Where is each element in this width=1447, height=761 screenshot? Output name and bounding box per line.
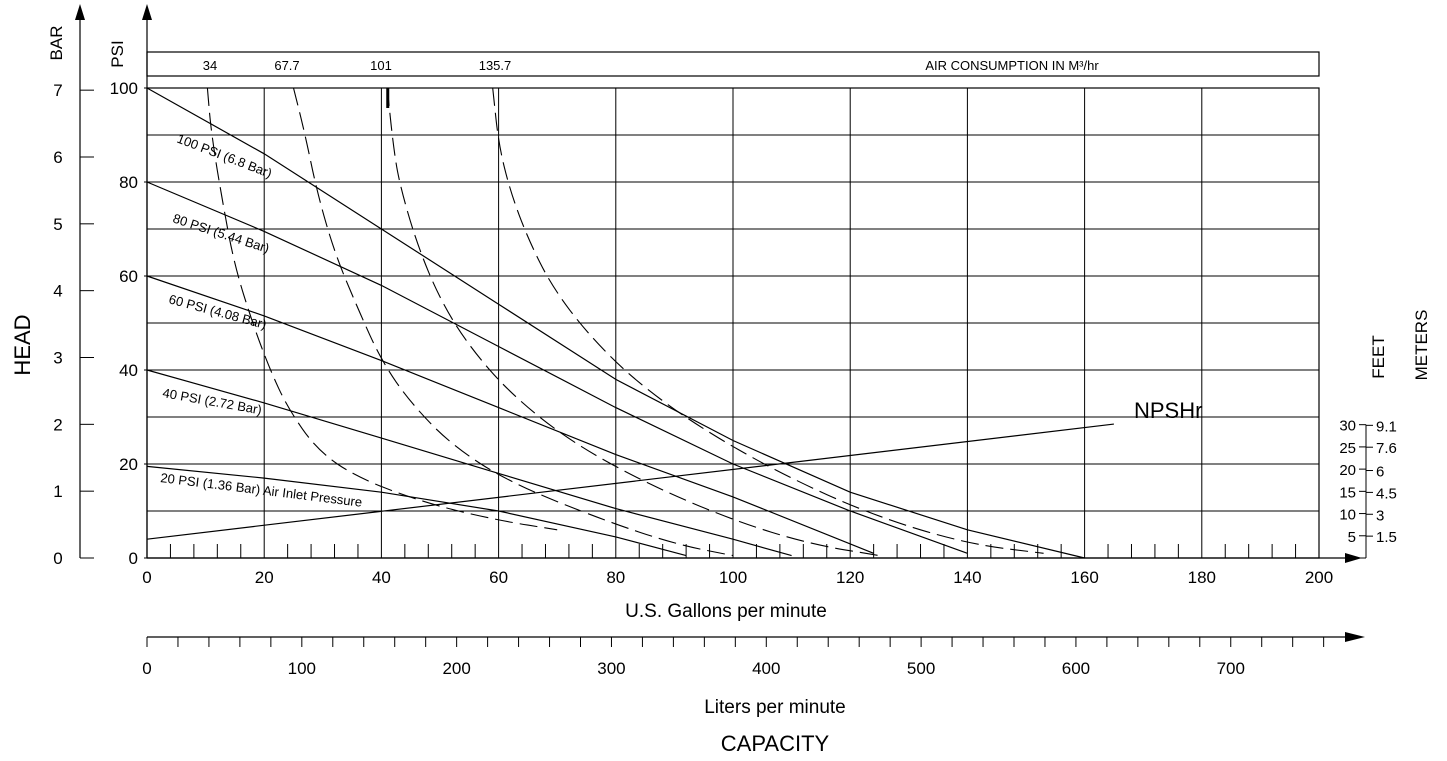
psi-tick-label: 100 — [110, 79, 138, 98]
gpm-tick-label: 0 — [142, 568, 151, 587]
bar-tick-label: 4 — [53, 282, 62, 301]
gpm-tick-label: 180 — [1188, 568, 1216, 587]
lpm-tick-label: 300 — [597, 659, 625, 678]
labels: HEAD U.S. Gallons per minute Liters per … — [10, 26, 1431, 756]
npsh-curve — [146, 423, 1114, 540]
lpm-tick-label: 100 — [288, 659, 316, 678]
series-line — [146, 465, 687, 557]
psi-tick-label: 0 — [129, 549, 138, 568]
psi-axis-label: PSI — [108, 40, 127, 67]
lpm-tick-label: 500 — [907, 659, 935, 678]
psi-axis-arrow — [142, 4, 152, 20]
psi-tick-label: 20 — [119, 455, 138, 474]
x2-axis-title: Liters per minute — [704, 697, 846, 718]
y-axis-title: HEAD — [10, 314, 35, 375]
psi-tick-label: 80 — [119, 173, 138, 192]
meters-tick-label: 4.5 — [1376, 485, 1397, 502]
series-line — [146, 275, 874, 554]
gpm-tick-label: 100 — [719, 568, 747, 587]
gpm-tick-label: 120 — [836, 568, 864, 587]
bar-tick-label: 3 — [53, 348, 62, 367]
feet-tick-label: 25 — [1339, 440, 1356, 457]
feet-label: FEET — [1369, 335, 1388, 378]
lpm-tick-label: 200 — [442, 659, 470, 678]
bar-tick-label: 6 — [53, 148, 62, 167]
air-consumption-curve — [492, 87, 1044, 554]
meters-label: METERS — [1412, 310, 1431, 381]
gpm-axis-arrow — [1345, 553, 1362, 563]
gpm-tick-label: 60 — [489, 568, 508, 587]
meters-tick-label: 6 — [1376, 464, 1384, 481]
air-consumption-header: AIR CONSUMPTION IN M³/hr 34 67.7 101 135.7 — [146, 51, 1320, 77]
capacity-title: CAPACITY — [721, 731, 830, 756]
feet-tick-label: 10 — [1339, 507, 1356, 524]
gpm-tick-label: 40 — [372, 568, 391, 587]
air-curve-layer — [206, 87, 1044, 557]
meters-tick-label: 9.1 — [1376, 418, 1397, 435]
lpm-tick-label: 400 — [752, 659, 780, 678]
psi-tick-label: 60 — [119, 267, 138, 286]
npsh-curve-label: NPSHr — [1134, 398, 1202, 423]
grid — [146, 87, 1320, 559]
series-line — [146, 369, 792, 557]
air-curve-marker — [386, 88, 390, 108]
series-line — [146, 87, 1085, 559]
bar-tick-label: 2 — [53, 415, 62, 434]
feet-tick-label: 15 — [1339, 484, 1356, 501]
bar-tick-label: 0 — [53, 549, 62, 568]
feet-tick-label: 5 — [1348, 529, 1356, 546]
lpm-tick-label: 700 — [1217, 659, 1245, 678]
series-label: 80 PSI (5.44 Bar) — [171, 211, 271, 256]
air-header-value: 101 — [370, 58, 392, 73]
meters-tick-label: 1.5 — [1376, 529, 1397, 546]
bar-axis-label: BAR — [47, 26, 66, 61]
air-header-value: 34 — [203, 58, 217, 73]
feet-tick-label: 30 — [1339, 418, 1356, 435]
air-consumption-curve — [292, 87, 734, 557]
series-label: 100 PSI (6.8 Bar) — [175, 131, 274, 181]
bar-tick-label: 5 — [53, 215, 62, 234]
gpm-tick-label: 140 — [953, 568, 981, 587]
air-header-value: 67.7 — [274, 58, 299, 73]
air-header-value: 135.7 — [479, 58, 512, 73]
meters-tick-label: 3 — [1376, 507, 1384, 524]
bar-axis-arrow — [75, 4, 85, 20]
gpm-tick-label: 160 — [1070, 568, 1098, 587]
air-consumption-curve — [386, 87, 880, 557]
gpm-tick-label: 80 — [606, 568, 625, 587]
x-axis-title: U.S. Gallons per minute — [625, 601, 827, 622]
lpm-tick-label: 600 — [1062, 659, 1090, 678]
air-consumption-curve — [206, 87, 558, 531]
psi-tick-label: 40 — [119, 361, 138, 380]
gpm-tick-label: 20 — [255, 568, 274, 587]
air-header-box — [146, 51, 1320, 77]
gpm-tick-label: 200 — [1305, 568, 1333, 587]
bar-tick-label: 1 — [53, 482, 62, 501]
series-label: 20 PSI (1.36 Bar) Air Inlet Pressure — [160, 470, 363, 510]
bar-tick-label: 7 — [53, 81, 62, 100]
lpm-axis-arrow — [1345, 632, 1365, 642]
lpm-tick-label: 0 — [142, 659, 151, 678]
series-label: 40 PSI (2.72 Bar) — [161, 385, 263, 417]
series-line — [146, 181, 968, 554]
meters-tick-label: 7.6 — [1376, 440, 1397, 457]
feet-tick-label: 20 — [1339, 462, 1356, 479]
air-consumption-label: AIR CONSUMPTION IN M³/hr — [925, 58, 1099, 73]
